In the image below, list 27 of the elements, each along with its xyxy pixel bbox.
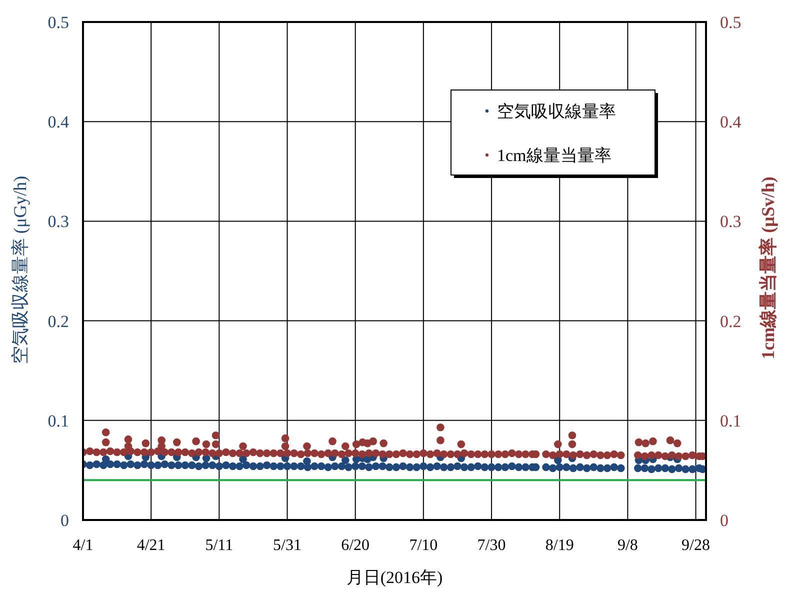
y2-tick-label: 0.1 (720, 411, 742, 430)
x-tick-label: 4/21 (136, 537, 166, 554)
y2-axis-title: 1cm線量当量率 (μSv/h) (758, 176, 778, 360)
y-tick-label: 0.4 (48, 112, 70, 132)
x-tick-label: 4/1 (72, 537, 94, 554)
y2-tick-label: 0.4 (720, 112, 742, 132)
y-tick-label: 0.1 (48, 411, 69, 430)
x-tick-label: 5/31 (273, 537, 302, 554)
x-tick-label: 7/30 (477, 537, 506, 554)
y2-tick-label: 0.5 (720, 13, 742, 32)
y-axis-title: 空気吸収線量率 (μGy/h) (10, 176, 30, 364)
y-tick-label: 0 (60, 511, 69, 530)
y2-tick-label: 0.2 (720, 312, 742, 331)
x-tick-label: 8/19 (545, 537, 574, 554)
x-tick-label: 6/20 (341, 537, 370, 554)
y-tick-label: 0.2 (48, 312, 69, 331)
x-tick-label: 9/28 (682, 537, 710, 554)
legend-label: 1cm線量当量率 (497, 146, 612, 165)
x-tick-label: 7/10 (409, 537, 438, 554)
y-tick-label: 0.5 (48, 13, 69, 32)
legend-label: 空気吸収線量率 (497, 102, 616, 121)
x-axis-title: 月日(2016年) (346, 568, 443, 587)
x-tick-label: 5/11 (205, 537, 234, 554)
y-tick-label: 0.3 (48, 212, 69, 232)
y2-tick-label: 0 (720, 511, 728, 530)
x-tick-label: 9/8 (617, 537, 638, 554)
y2-tick-label: 0.3 (720, 212, 742, 232)
